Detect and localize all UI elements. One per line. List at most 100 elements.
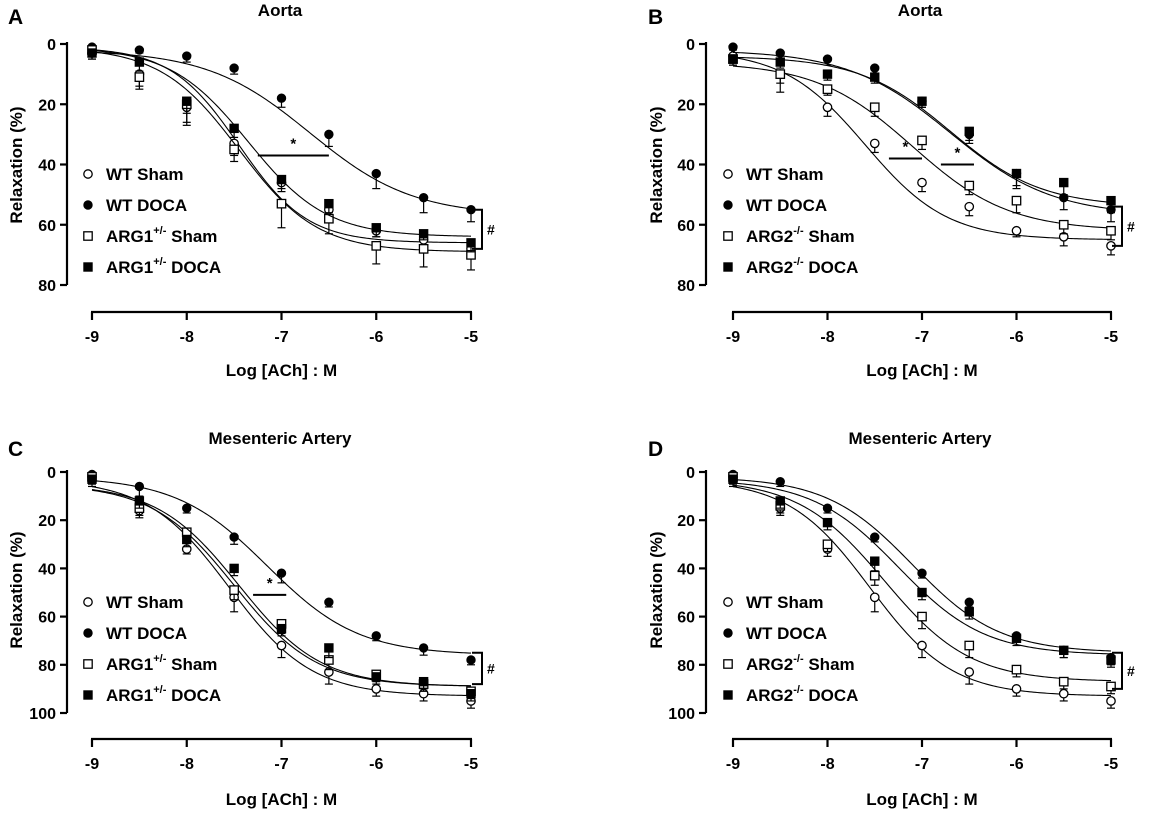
legend-label: ARG1+/- Sham	[106, 225, 217, 246]
data-point	[466, 689, 476, 699]
data-point	[1106, 655, 1116, 665]
x-tick-label: -6	[369, 329, 383, 346]
significance-hash: #	[487, 660, 495, 676]
x-tick-label: -9	[85, 756, 99, 773]
x-axis-label: Log [ACh] : M	[226, 361, 337, 380]
x-tick-label: -8	[820, 756, 834, 773]
y-tick-label: 40	[677, 158, 695, 175]
legend-label: ARG1+/- Sham	[106, 653, 217, 674]
data-point	[1058, 219, 1069, 230]
legend-marker	[723, 597, 733, 607]
x-tick-label: -7	[915, 329, 929, 346]
x-tick-label: -9	[726, 329, 740, 346]
data-point	[917, 177, 927, 188]
data-point	[1106, 681, 1116, 692]
x-tick-label: -8	[180, 329, 194, 346]
data-point	[964, 180, 975, 191]
legend-label: WT DOCA	[106, 196, 187, 215]
data-point	[775, 496, 785, 506]
data-point	[917, 611, 927, 622]
x-tick-label: -9	[726, 756, 740, 773]
significance-hash: #	[487, 221, 495, 237]
data-point	[1106, 225, 1116, 236]
x-tick-label: -6	[1009, 756, 1023, 773]
legend-marker	[723, 231, 733, 241]
data-point	[418, 643, 429, 653]
x-tick-label: -5	[464, 329, 478, 346]
data-point	[276, 174, 287, 185]
data-point	[418, 676, 429, 687]
legend-label: ARG2-/- Sham	[746, 653, 855, 674]
legend-label: ARG1+/- DOCA	[106, 256, 221, 277]
data-point	[182, 534, 192, 545]
data-point	[1106, 195, 1116, 206]
data-point	[229, 123, 239, 134]
data-point	[870, 63, 880, 73]
panel-b: B Aorta 0 20 40 60 80 -9 -8 -7 -6 -5 Log [ACh] : M Re…	[647, 1, 1135, 380]
legend-entry: ARG2-/- Sham	[723, 653, 855, 674]
data-point	[1011, 684, 1022, 694]
data-point	[1059, 177, 1069, 188]
legend-label: ARG2-/- DOCA	[746, 684, 858, 705]
y-axis-label: Relaxation (%)	[7, 531, 26, 648]
legend-label: WT DOCA	[106, 624, 187, 643]
legend-label: WT Sham	[746, 165, 823, 184]
data-point	[134, 481, 145, 492]
significance-star: *	[290, 135, 296, 152]
data-point	[371, 631, 381, 641]
data-point	[466, 655, 476, 665]
fit-curve	[732, 56, 1112, 203]
legend-marker	[83, 628, 93, 638]
data-point	[324, 213, 334, 224]
data-point	[870, 556, 880, 566]
legend-label: WT DOCA	[746, 196, 827, 215]
data-point	[775, 48, 785, 58]
panel-letter: C	[8, 438, 23, 461]
data-point	[1058, 676, 1069, 687]
data-point	[1059, 645, 1069, 656]
legend-entry: ARG2-/- DOCA	[723, 256, 858, 277]
legend-entry: ARG1+/- Sham	[83, 225, 217, 246]
legend-entry: WT Sham	[83, 165, 183, 184]
significance-bracket	[1112, 651, 1123, 690]
series-arg2-doca	[728, 54, 1116, 214]
y-tick-label: 80	[677, 658, 695, 675]
panel-letter: B	[648, 6, 663, 29]
legend-label: ARG2-/- Sham	[746, 225, 855, 246]
chart-title: Mesenteric Artery	[849, 429, 993, 448]
legend-entry: WT Sham	[723, 593, 823, 612]
legend-entry: ARG1+/- Sham	[83, 653, 217, 674]
fit-curve	[91, 51, 472, 210]
y-tick-label: 20	[38, 97, 56, 114]
legend-entry: WT Sham	[83, 593, 183, 612]
fit-curve	[732, 56, 1112, 240]
data-point	[728, 54, 738, 64]
y-tick-label: 60	[677, 610, 695, 627]
series-arg2-doca	[728, 474, 1116, 668]
x-tick-label: -5	[1104, 756, 1118, 773]
data-point	[418, 192, 429, 203]
data-point	[964, 201, 975, 212]
data-point	[229, 563, 239, 574]
data-point	[229, 144, 239, 155]
legend-entry: ARG2-/- DOCA	[723, 684, 858, 705]
data-point	[822, 84, 833, 95]
data-point	[917, 568, 927, 578]
legend-marker	[723, 262, 733, 272]
data-point	[418, 229, 429, 239]
data-point	[822, 69, 833, 79]
legend-marker	[83, 659, 93, 669]
chart-title: Mesenteric Artery	[209, 429, 353, 448]
series-arg1-doca	[87, 48, 476, 253]
data-point	[87, 474, 97, 484]
data-point	[134, 45, 145, 55]
series-wt-doca	[87, 42, 476, 223]
data-point	[229, 585, 239, 595]
x-tick-label: -9	[85, 329, 99, 346]
data-point	[822, 539, 833, 550]
x-tick-label: -5	[1104, 329, 1118, 346]
data-point	[182, 51, 192, 61]
data-point	[869, 138, 880, 149]
chart-title: Aorta	[898, 1, 943, 20]
